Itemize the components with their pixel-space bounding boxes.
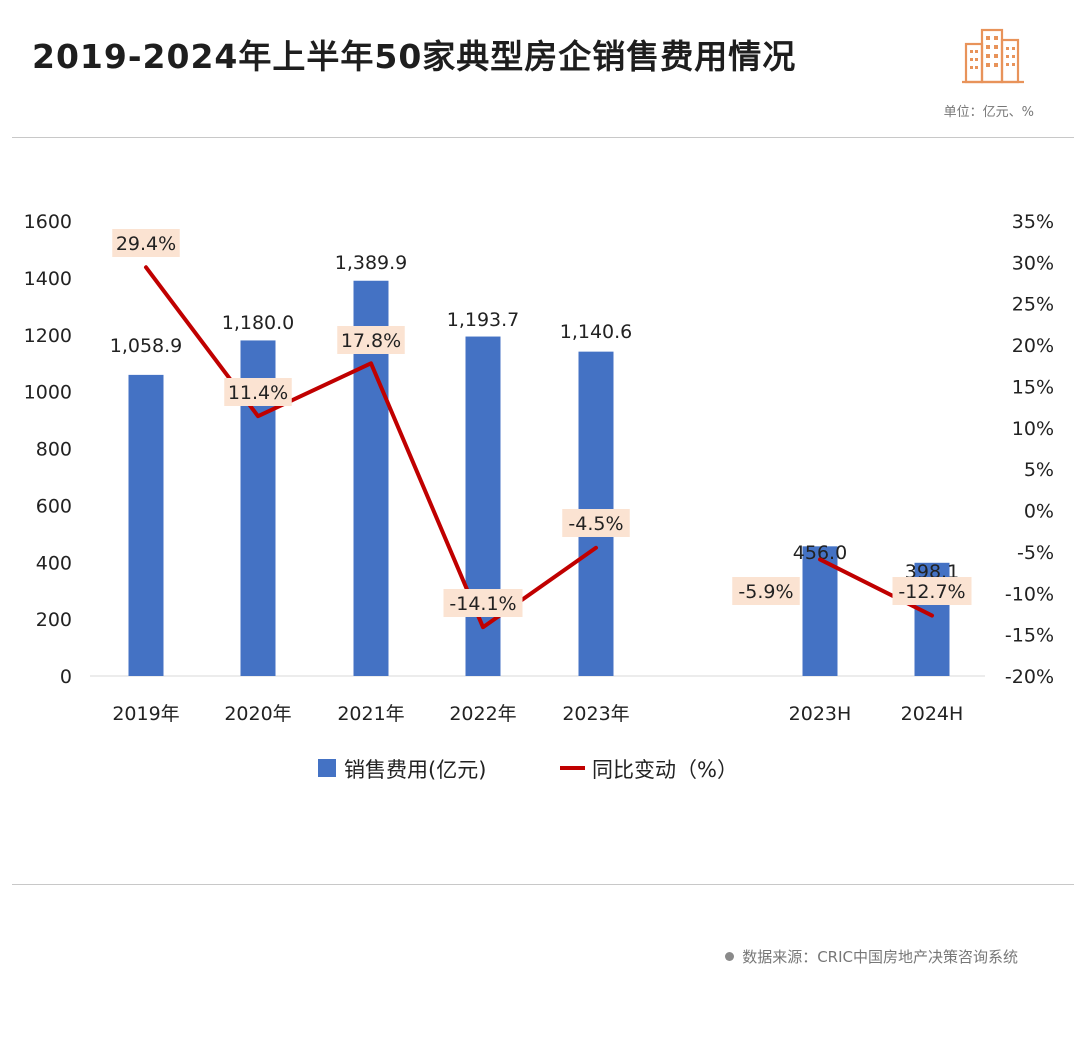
y-right-tick-label: 10% — [1012, 418, 1054, 440]
source-note: 数据来源：CRIC中国房地产决策咨询系统 — [725, 946, 1018, 967]
y-left-tick-label: 1000 — [24, 382, 72, 404]
y-right-tick-label: 20% — [1012, 335, 1054, 357]
line-label-bg — [224, 378, 292, 406]
y-left-tick-label: 800 — [36, 439, 72, 461]
line-value-label: 17.8% — [341, 330, 401, 352]
building-icon — [962, 28, 1024, 84]
bullet-icon — [725, 952, 735, 961]
x-tick-label: 2024H — [901, 703, 964, 725]
combo-chart: 0 200 400 600 800 1000 1200 1400 1600 -20% -15% -10… — [24, 211, 1054, 782]
y-left-tick-label: 1200 — [24, 325, 72, 347]
line-label-bg — [562, 509, 630, 537]
y-left-tick-label: 400 — [36, 552, 72, 574]
bar — [802, 546, 838, 676]
line-label-bg — [892, 577, 972, 605]
line-value-label: -5.9% — [738, 581, 793, 603]
line-label-bg — [112, 229, 180, 257]
y-left-tick-label: 200 — [36, 609, 72, 631]
x-tick-label: 2022年 — [449, 703, 516, 725]
y-right-tick-label: -20% — [1005, 666, 1054, 688]
line-value-label: 11.4% — [228, 382, 288, 404]
y-left-tick-label: 0 — [60, 666, 72, 688]
x-tick-label: 2023H — [789, 703, 852, 725]
unit-label: 单位：亿元、% — [943, 105, 1034, 120]
bar-value-label: 1,140.6 — [560, 321, 633, 343]
line-label-bg — [337, 326, 405, 354]
x-tick-label: 2019年 — [112, 703, 179, 725]
bar — [128, 374, 164, 676]
line-value-label: 29.4% — [116, 233, 176, 255]
legend-bar-swatch — [318, 759, 336, 777]
footer-divider — [12, 884, 1074, 885]
y-right-tick-label: -10% — [1005, 583, 1054, 605]
line-value-label: -4.5% — [568, 513, 623, 535]
y-right-tick-label: 0% — [1024, 501, 1054, 523]
y-right-tick-label: 30% — [1012, 252, 1054, 274]
bar-value-label: 1,389.9 — [335, 252, 408, 274]
x-tick-label: 2020年 — [224, 703, 291, 725]
x-tick-label: 2023年 — [562, 703, 629, 725]
y-left-tick-label: 600 — [36, 495, 72, 517]
y-right-tick-label: 15% — [1012, 376, 1054, 398]
series-line — [818, 557, 934, 618]
legend-line-label: 同比变动（%） — [592, 758, 738, 782]
y-right-tick-label: 5% — [1024, 459, 1054, 481]
legend-bar-label: 销售费用(亿元) — [344, 758, 486, 782]
y-right-tick-label: 25% — [1012, 294, 1054, 316]
chart-title: 2019-2024年上半年50家典型房企销售费用情况 — [32, 37, 797, 76]
line-value-label: -14.1% — [449, 593, 516, 615]
bar-value-label: 1,193.7 — [447, 309, 520, 331]
bar-value-label: 456.0 — [793, 542, 847, 564]
y-right-tick-label: 35% — [1012, 211, 1054, 233]
line-label-bg — [732, 577, 800, 605]
x-tick-label: 2021年 — [337, 703, 404, 725]
bar-value-label: 1,058.9 — [110, 335, 183, 357]
line-label-bg — [443, 589, 523, 617]
y-left-tick-label: 1400 — [24, 268, 72, 290]
bar-value-label: 1,180.0 — [222, 312, 295, 334]
line-value-label: -12.7% — [898, 581, 965, 603]
y-right-tick-label: -15% — [1005, 625, 1054, 647]
header-divider — [12, 137, 1074, 138]
y-right-tick-label: -5% — [1017, 542, 1054, 564]
source-text: 数据来源：CRIC中国房地产决策咨询系统 — [742, 948, 1018, 966]
y-left-tick-label: 1600 — [24, 211, 72, 233]
